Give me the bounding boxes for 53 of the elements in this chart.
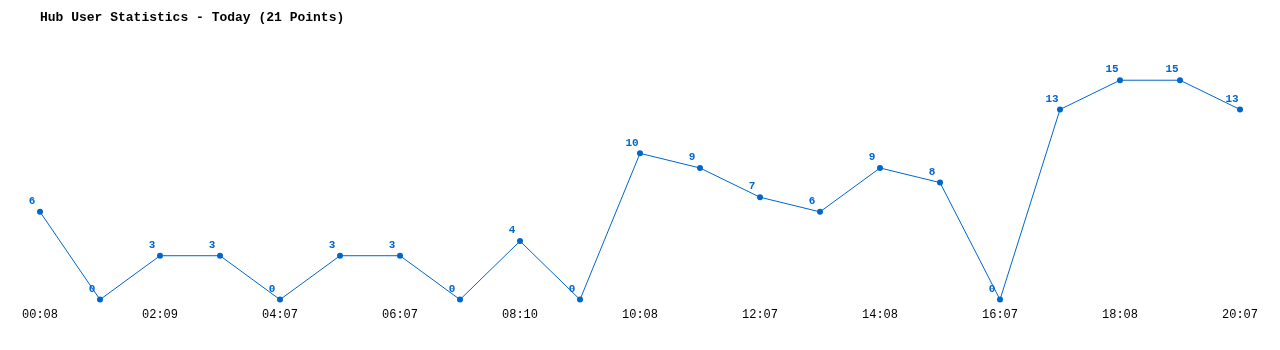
data-label: 3: [148, 238, 156, 251]
x-tick-label: 04:07: [261, 307, 299, 322]
point: [757, 194, 763, 201]
point: [1117, 77, 1123, 84]
data-label: 9: [688, 151, 696, 164]
point: [457, 296, 463, 303]
x-tick-label: 00:08: [21, 307, 59, 322]
point: [157, 252, 163, 259]
point: [817, 208, 823, 215]
chart-title: Hub User Statistics - Today (21 Points): [40, 10, 345, 26]
data-label: 0: [448, 282, 456, 295]
x-tick-label: 06:07: [381, 307, 419, 322]
point: [937, 179, 943, 186]
x-tick-label: 18:08: [1101, 307, 1139, 322]
data-label: 6: [28, 195, 36, 208]
x-tick-label: 16:07: [981, 307, 1019, 322]
data-label: 0: [268, 282, 276, 295]
data-label: 3: [328, 238, 336, 251]
point: [1057, 106, 1063, 113]
data-label: 15: [1105, 63, 1119, 76]
point: [697, 164, 703, 171]
data-label: 15: [1165, 63, 1179, 76]
point: [997, 296, 1003, 303]
x-tick-label: 20:07: [1221, 307, 1259, 322]
point: [1177, 77, 1183, 84]
point: [397, 252, 403, 259]
data-label: 3: [388, 238, 396, 251]
data-label: 9: [868, 151, 876, 164]
point: [337, 252, 343, 259]
data-label: 10: [625, 136, 639, 149]
point: [37, 208, 43, 215]
data-label: 0: [988, 282, 996, 295]
data-label: 8: [928, 165, 936, 178]
x-tick-label: 08:10: [501, 307, 539, 322]
data-label: 6: [808, 195, 816, 208]
x-tick-label: 02:09: [141, 307, 179, 322]
data-label: 7: [748, 180, 756, 193]
point: [637, 150, 643, 157]
point: [97, 296, 103, 303]
point: [277, 296, 283, 303]
data-label: 13: [1225, 92, 1239, 105]
data-label: 0: [568, 282, 576, 295]
data-label: 4: [508, 224, 516, 237]
point: [577, 296, 583, 303]
x-tick-label: 12:07: [741, 307, 779, 322]
point: [877, 164, 883, 171]
point: [517, 238, 523, 245]
x-tick-label: 10:08: [621, 307, 659, 322]
data-label: 3: [208, 238, 216, 251]
point: [1237, 106, 1243, 113]
data-label: 13: [1045, 92, 1059, 105]
point: [217, 252, 223, 259]
x-tick-label: 14:08: [861, 307, 899, 322]
